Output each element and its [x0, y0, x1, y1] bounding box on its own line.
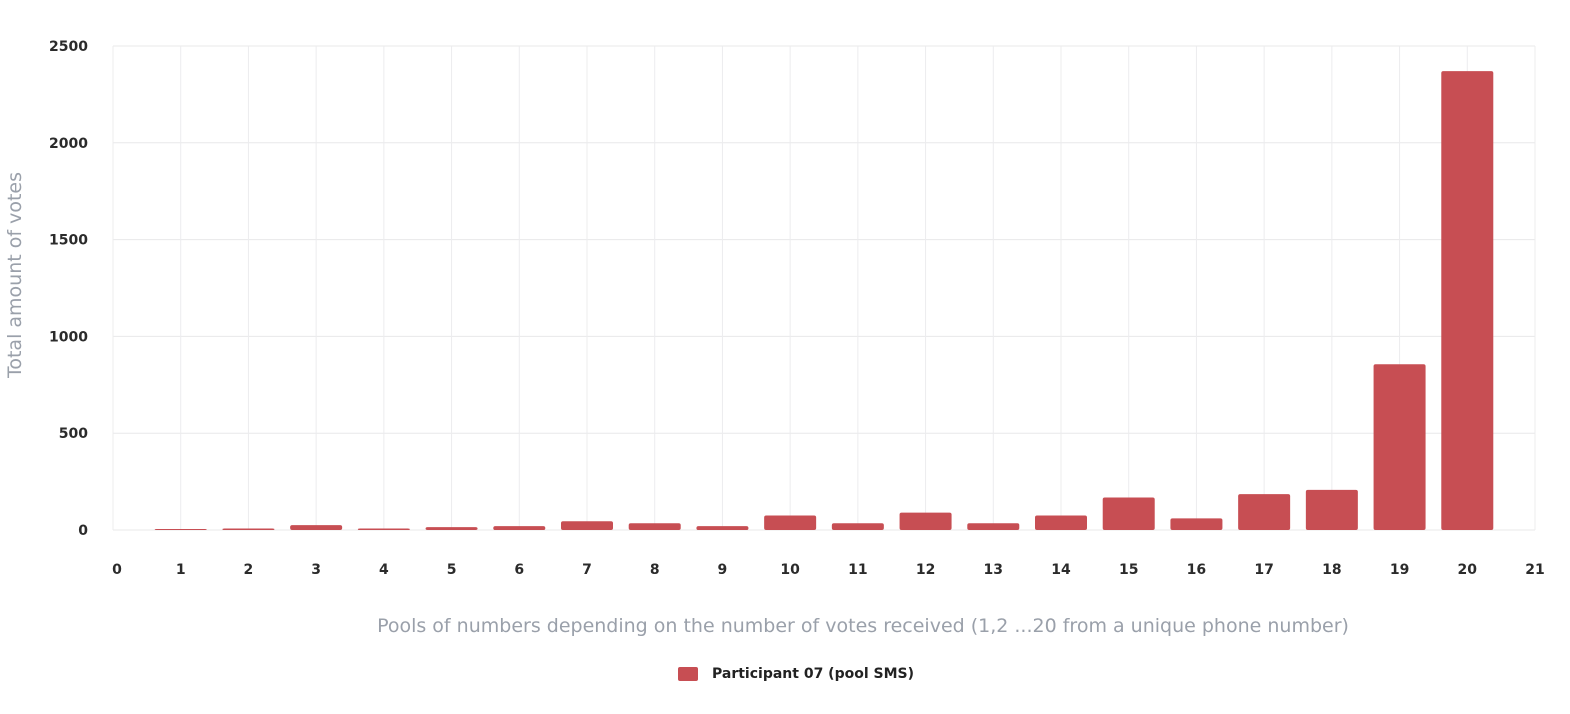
bar-13	[967, 523, 1020, 530]
bar-9	[696, 526, 749, 530]
x-tick-label: 20	[1458, 562, 1478, 578]
x-tick-label: 19	[1390, 562, 1409, 578]
bar-11	[831, 523, 884, 530]
x-tick-label: 12	[916, 562, 935, 578]
x-tick-label: 6	[514, 562, 524, 578]
y-tick-label: 2000	[49, 136, 88, 152]
x-tick-label: 14	[1051, 562, 1071, 578]
x-tick-label: 7	[582, 562, 592, 578]
y-tick-label: 1000	[49, 329, 88, 345]
bar-19	[1373, 364, 1426, 530]
x-tick-label: 3	[311, 562, 321, 578]
x-tick-label: 15	[1119, 562, 1138, 578]
bar-20	[1441, 71, 1494, 530]
y-tick-label: 1500	[49, 233, 88, 249]
x-tick-label: 5	[447, 562, 457, 578]
legend-label: Participant 07 (pool SMS)	[712, 666, 915, 682]
x-tick-label: 10	[780, 562, 800, 578]
bar-6	[493, 526, 546, 530]
bar-12	[899, 512, 952, 530]
x-tick-label: 13	[984, 562, 1003, 578]
x-axis-label: Pools of numbers depending on the number…	[377, 615, 1349, 637]
x-tick-labels: 0 1 2 3 4 5 6 7 8 9 10 11 12 13 14 15 16 17 18 19 20 21	[112, 562, 1545, 578]
bar-15	[1102, 497, 1155, 530]
legend[interactable]: Participant 07 (pool SMS)	[678, 666, 914, 682]
bar-7	[561, 521, 613, 530]
bar-8	[628, 523, 681, 530]
y-tick-label: 2500	[49, 39, 88, 55]
x-tick-label: 21	[1525, 562, 1544, 578]
bar-10	[764, 515, 817, 530]
x-tick-label: 4	[379, 562, 389, 578]
x-tick-label: 16	[1187, 562, 1206, 578]
y-tick-label: 500	[59, 426, 88, 442]
x-tick-label: 17	[1254, 562, 1273, 578]
x-tick-label: 2	[244, 562, 254, 578]
x-tick-label: 0	[112, 562, 122, 578]
bar-17	[1238, 494, 1291, 530]
y-tick-label: 0	[78, 523, 88, 539]
bar-14	[1035, 515, 1087, 530]
y-tick-labels: 0 500 1000 1500 2000 2500	[49, 39, 88, 539]
x-tick-label: 9	[718, 562, 728, 578]
bars	[154, 71, 1494, 530]
bar-5	[425, 527, 478, 530]
bar-16	[1170, 518, 1223, 530]
x-tick-label: 18	[1322, 562, 1341, 578]
bar-4	[357, 528, 410, 530]
bar-18	[1305, 489, 1358, 530]
x-tick-label: 1	[176, 562, 186, 578]
grid	[112, 45, 1536, 531]
x-tick-label: 11	[848, 562, 867, 578]
x-tick-label: 8	[650, 562, 660, 578]
legend-swatch	[678, 667, 698, 681]
y-axis-label: Total amount of votes	[4, 172, 26, 379]
bar-2	[222, 528, 275, 530]
bar-1	[154, 529, 207, 530]
bar-3	[290, 525, 343, 530]
